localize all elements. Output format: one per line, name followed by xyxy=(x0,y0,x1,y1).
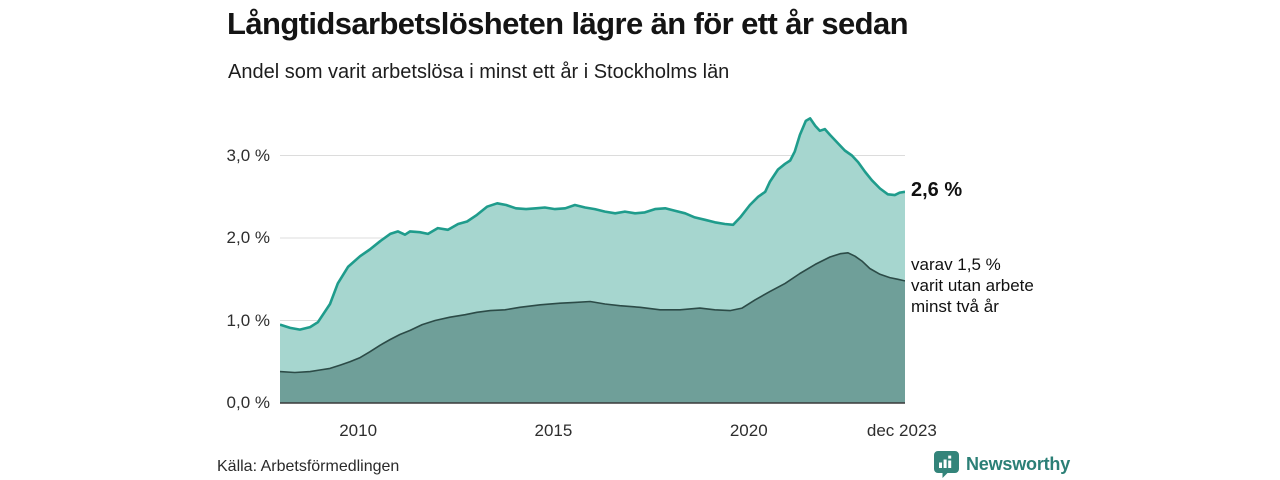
page-subtitle: Andel som varit arbetslösa i minst ett å… xyxy=(228,61,730,83)
area-series-2-fill xyxy=(280,252,905,403)
y-axis-label: 3,0 % xyxy=(226,145,270,165)
area-series-1-line xyxy=(280,117,905,331)
brand-lockup: Newsworthy xyxy=(934,451,1070,478)
source-note: Källa: Arbetsförmedlingen xyxy=(217,458,400,475)
page-title: Långtidsarbetslösheten lägre än för ett … xyxy=(227,6,909,41)
x-axis-label: dec 2023 xyxy=(866,421,937,440)
area-chart-plot xyxy=(280,117,905,404)
x-axis-label: 2020 xyxy=(729,421,768,440)
secondary-annotation-line: varit utan arbete xyxy=(911,276,1034,295)
secondary-annotation: varav 1,5 % varit utan arbete minst två … xyxy=(911,254,1034,317)
end-value-label: 2,6 % xyxy=(911,179,963,201)
x-axis-label: 2015 xyxy=(534,421,573,440)
y-axis-label: 0,0 % xyxy=(226,393,270,412)
area-series-2-line xyxy=(280,252,905,374)
y-axis-label: 2,0 % xyxy=(226,228,270,247)
y-axis-label: 1,0 % xyxy=(226,310,270,330)
newsworthy-logo-icon xyxy=(934,451,959,478)
secondary-annotation-line: minst två år xyxy=(911,297,999,316)
secondary-annotation-line: varav 1,5 % xyxy=(911,255,1001,274)
x-axis-label: 2010 xyxy=(339,421,378,440)
brand-name: Newsworthy xyxy=(966,454,1071,474)
